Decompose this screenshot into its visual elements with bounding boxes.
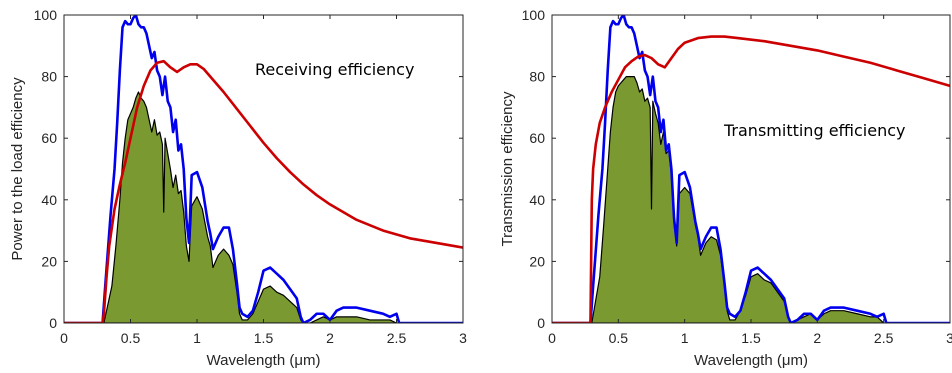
y-tick-label: 60 — [529, 130, 545, 146]
x-tick-label: 2 — [326, 330, 334, 346]
y-tick-label: 60 — [41, 130, 57, 146]
x-tick-label: 1 — [193, 330, 201, 346]
y-tick-label: 80 — [41, 69, 57, 85]
x-tick-label: 2.5 — [387, 330, 407, 346]
x-tick-label: 1.5 — [254, 330, 274, 346]
chart-annotation: Receiving efficiency — [255, 60, 414, 79]
y-tick-label: 0 — [537, 315, 545, 331]
y-tick-label: 80 — [529, 69, 545, 85]
chart-annotation: Transmitting efficiency — [723, 121, 906, 140]
x-axis-label: Wavelength (μm) — [694, 352, 808, 369]
y-tick-label: 0 — [49, 315, 57, 331]
x-tick-label: 2 — [813, 330, 821, 346]
x-tick-label: 0.5 — [609, 330, 629, 346]
x-tick-label: 0 — [60, 330, 68, 346]
x-tick-label: 1 — [681, 330, 689, 346]
y-tick-label: 40 — [529, 192, 545, 208]
receiving-efficiency-panel: 0 0.5 1 1.5 2 2.5 3 0 20 40 60 80 100 Wavelength (μm)… — [9, 7, 467, 369]
x-axis-label: Wavelength (μm) — [207, 352, 321, 369]
x-tick-label: 0 — [548, 330, 556, 346]
transmission-efficiency-panel: 0 0.5 1 1.5 2 2.5 3 0 20 40 60 80 100 Wavelength (μm)… — [499, 7, 952, 369]
y-tick-label: 100 — [522, 7, 546, 23]
x-tick-label: 3 — [459, 330, 467, 346]
y-axis-label: Transmission efficiency — [499, 91, 516, 247]
y-tick-label: 40 — [41, 192, 57, 208]
x-tick-label: 0.5 — [121, 330, 141, 346]
x-tick-label: 3 — [946, 330, 952, 346]
y-tick-label: 20 — [529, 253, 545, 269]
y-tick-label: 20 — [41, 253, 57, 269]
y-axis-label: Power to the load efficiency — [9, 77, 26, 261]
y-tick-label: 100 — [34, 7, 58, 23]
x-tick-label: 2.5 — [874, 330, 894, 346]
x-tick-label: 1.5 — [741, 330, 761, 346]
green-area-series — [592, 77, 884, 323]
